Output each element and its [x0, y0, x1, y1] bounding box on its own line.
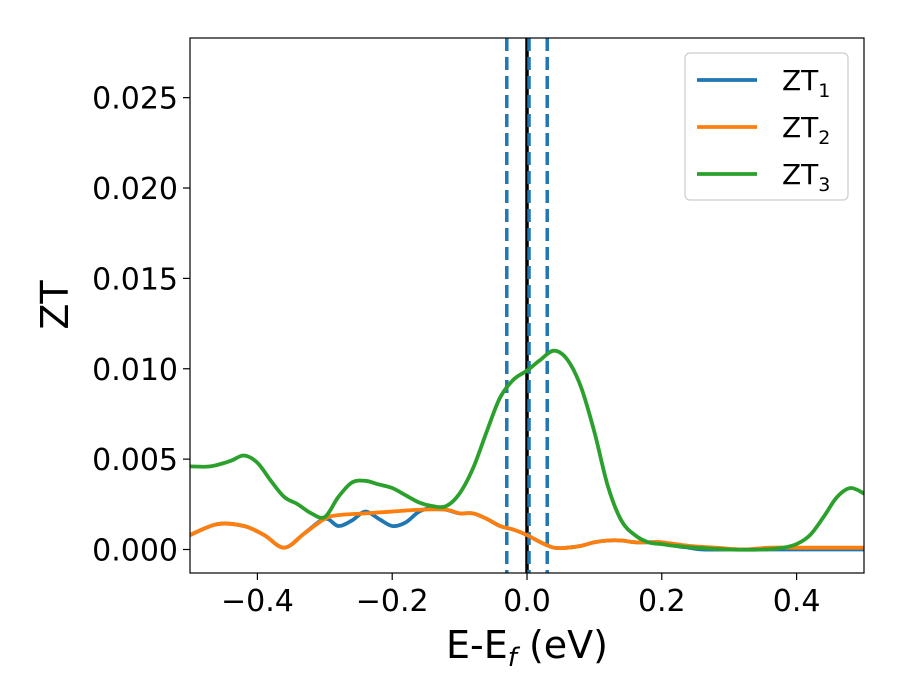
x-tick-label: −0.2	[356, 584, 429, 619]
y-tick-label: 0.000	[92, 534, 178, 569]
series-line-zt3	[190, 348, 864, 552]
y-tick-label: 0.010	[92, 353, 178, 388]
y-tick-label: 0.025	[92, 82, 178, 117]
x-axis-label-unit: (eV)	[517, 623, 608, 667]
y-tick-label: 0.005	[92, 443, 178, 478]
y-tick-label: 0.015	[92, 262, 178, 297]
legend: ZT1 ZT2 ZT3	[684, 52, 849, 201]
x-axis-label: E-Ef (eV)	[446, 623, 608, 673]
series-lines	[190, 348, 864, 552]
y-tick-label: 0.020	[92, 172, 178, 207]
legend-box	[684, 52, 849, 201]
y-axis-label: ZT	[33, 280, 77, 330]
vertical-reference-lines	[505, 38, 549, 573]
x-ticks: −0.4 −0.2 0.0 0.2 0.4	[221, 573, 820, 619]
x-tick-label: −0.4	[221, 584, 294, 619]
x-tick-label: 0.4	[773, 584, 821, 619]
x-axis-label-main: E-E	[446, 623, 508, 667]
y-ticks: 0.000 0.005 0.010 0.015 0.020 0.025	[92, 82, 190, 569]
legend-label: ZT2	[782, 111, 830, 149]
x-tick-label: 0.2	[638, 584, 686, 619]
legend-label: ZT1	[782, 64, 830, 102]
x-tick-label: 0.0	[503, 584, 551, 619]
legend-label: ZT3	[782, 158, 830, 196]
